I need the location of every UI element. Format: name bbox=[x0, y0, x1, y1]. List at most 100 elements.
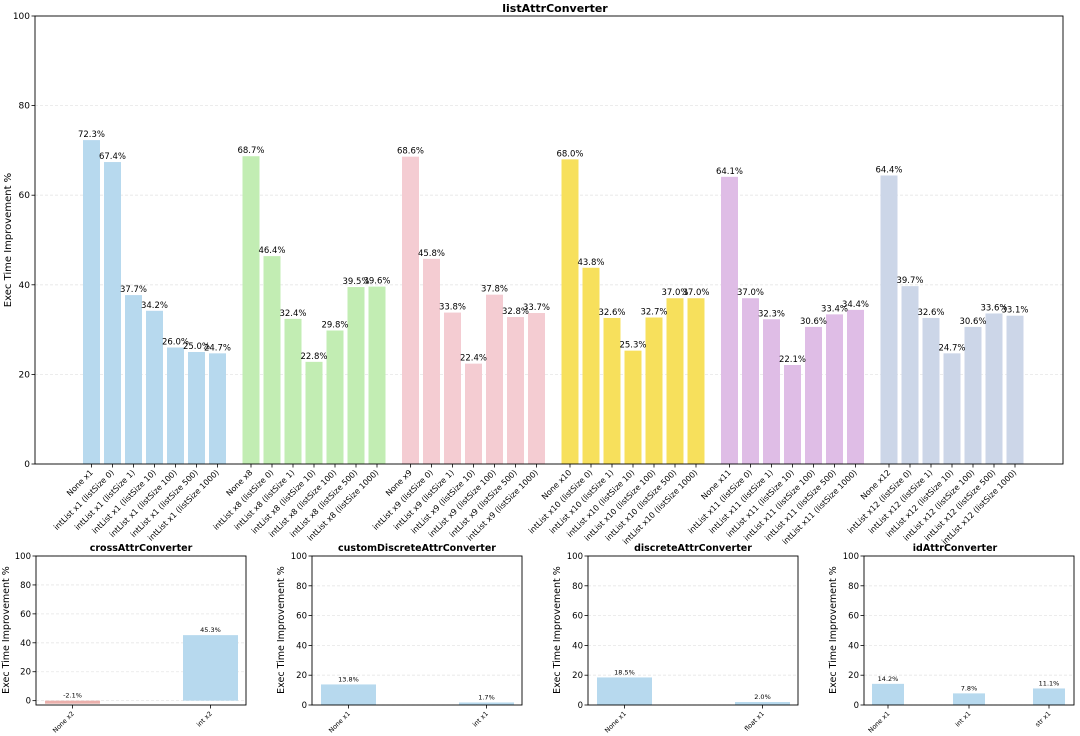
data-label: 33.1% bbox=[1001, 306, 1028, 316]
bar bbox=[735, 702, 790, 705]
data-label: 29.8% bbox=[321, 320, 348, 330]
data-label: 7.8% bbox=[961, 684, 978, 692]
y-tick-label: 20 bbox=[20, 668, 31, 678]
x-tick-label: float x1 bbox=[743, 710, 766, 733]
data-label: 30.6% bbox=[959, 317, 986, 327]
bar bbox=[763, 319, 780, 464]
data-label: 32.6% bbox=[598, 308, 625, 318]
chart-title: crossAttrConverter bbox=[90, 543, 193, 554]
data-label: 32.3% bbox=[758, 309, 785, 319]
bar bbox=[83, 140, 100, 464]
data-label: 32.8% bbox=[502, 307, 529, 317]
x-tick-label: int x1 bbox=[471, 710, 490, 729]
x-tick-label: int x2 bbox=[195, 710, 214, 729]
bar bbox=[459, 702, 514, 705]
bar bbox=[465, 363, 482, 464]
data-label: 14.2% bbox=[878, 675, 899, 683]
data-label: 32.6% bbox=[917, 308, 944, 318]
data-label: 68.6% bbox=[397, 147, 424, 157]
bar bbox=[624, 350, 642, 464]
data-label: 46.4% bbox=[258, 246, 285, 256]
y-tick-label: 20 bbox=[19, 370, 31, 380]
x-tick-label: None x2 bbox=[51, 710, 76, 735]
data-label: 39.5% bbox=[342, 277, 369, 287]
data-label: 33.6% bbox=[980, 303, 1007, 313]
y-axis-label: Exec Time Improvement % bbox=[1, 566, 12, 694]
y-tick-label: 80 bbox=[572, 582, 583, 592]
bar bbox=[666, 298, 684, 464]
bar bbox=[321, 684, 376, 705]
bar bbox=[104, 162, 121, 464]
bar bbox=[880, 175, 898, 464]
bar bbox=[284, 318, 302, 464]
y-tick-label: 0 bbox=[578, 701, 583, 711]
bar bbox=[423, 258, 440, 464]
data-label: 43.8% bbox=[577, 258, 604, 268]
bar bbox=[721, 176, 738, 464]
y-tick-label: 0 bbox=[854, 701, 859, 711]
bar bbox=[1006, 315, 1024, 464]
bar bbox=[188, 352, 205, 464]
x-tick-label: None x1 bbox=[327, 710, 352, 735]
data-label: 37.0% bbox=[661, 288, 688, 298]
x-tick-label: None x1 bbox=[867, 710, 892, 735]
data-label: 26.0% bbox=[162, 338, 189, 348]
data-label: 34.4% bbox=[842, 300, 869, 310]
data-label: 72.3% bbox=[78, 130, 105, 140]
id-attr-converter-chart: idAttrConverter Exec Time Improvement % … bbox=[828, 543, 1075, 735]
bar bbox=[953, 693, 985, 705]
y-axis-label: Exec Time Improvement % bbox=[552, 566, 563, 694]
bar bbox=[784, 364, 801, 464]
y-tick-label: 80 bbox=[296, 582, 307, 592]
y-tick-label: 60 bbox=[848, 612, 859, 622]
y-tick-label: 40 bbox=[20, 639, 31, 649]
data-label: 39.7% bbox=[896, 276, 923, 286]
bar bbox=[167, 347, 184, 464]
y-tick-label: 40 bbox=[572, 641, 583, 651]
y-tick-label: 20 bbox=[296, 671, 307, 681]
data-label: 24.7% bbox=[938, 343, 965, 353]
y-tick-label: 100 bbox=[567, 552, 583, 562]
cross-attr-converter-chart: crossAttrConverter Exec Time Improvement… bbox=[1, 543, 247, 735]
chart-title: customDiscreteAttrConverter bbox=[338, 543, 496, 554]
bar bbox=[347, 287, 365, 464]
data-label: 11.1% bbox=[1039, 679, 1060, 687]
y-axis-label: Exec Time Improvement % bbox=[276, 566, 287, 694]
y-tick-label: 60 bbox=[572, 612, 583, 622]
custom-discrete-attr-converter-chart: customDiscreteAttrConverter Exec Time Im… bbox=[276, 543, 523, 735]
y-tick-label: 80 bbox=[20, 581, 31, 591]
bar bbox=[242, 156, 260, 464]
y-axis-label: Exec Time Improvement % bbox=[3, 173, 14, 307]
data-label: 32.7% bbox=[640, 308, 667, 318]
x-tick-label: None x1 bbox=[603, 710, 628, 735]
data-label: 37.0% bbox=[737, 288, 764, 298]
data-label: 37.7% bbox=[120, 285, 147, 295]
bar bbox=[805, 326, 822, 464]
bar bbox=[603, 317, 621, 464]
bar bbox=[561, 159, 579, 465]
bar bbox=[597, 677, 652, 705]
bar bbox=[922, 317, 940, 464]
bar bbox=[901, 286, 919, 464]
list-attr-converter-chart: listAttrConverter Exec Time Improvement … bbox=[3, 2, 1064, 546]
bar bbox=[985, 313, 1003, 464]
bar bbox=[486, 294, 503, 464]
bar bbox=[125, 295, 142, 464]
bar bbox=[1033, 688, 1065, 705]
y-tick-label: 100 bbox=[15, 552, 31, 562]
y-tick-label: 60 bbox=[296, 612, 307, 622]
y-tick-label: 0 bbox=[24, 460, 30, 470]
bar bbox=[943, 353, 961, 464]
y-axis-label: Exec Time Improvement % bbox=[828, 566, 839, 694]
discrete-attr-converter-chart: discreteAttrConverter Exec Time Improvem… bbox=[552, 543, 799, 735]
x-tick-label: str x1 bbox=[1034, 710, 1053, 729]
bar bbox=[45, 700, 100, 704]
data-label: -2.1% bbox=[63, 692, 82, 700]
data-label: 37.8% bbox=[481, 285, 508, 295]
data-label: 25.3% bbox=[619, 341, 646, 351]
bar bbox=[263, 256, 281, 464]
data-label: 13.8% bbox=[338, 675, 359, 683]
data-label: 1.7% bbox=[478, 693, 495, 701]
chart-title: discreteAttrConverter bbox=[634, 543, 752, 554]
bar bbox=[687, 298, 705, 464]
